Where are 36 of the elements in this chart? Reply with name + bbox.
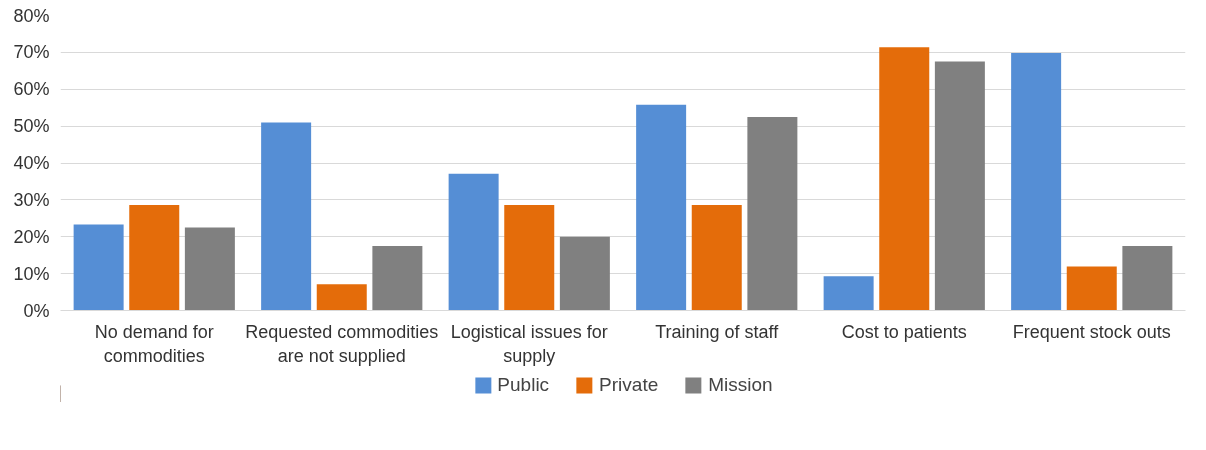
bar <box>823 276 874 311</box>
bar <box>934 61 985 311</box>
legend-label: Mission <box>708 374 773 396</box>
bar <box>448 173 499 311</box>
x-tick-label: Frequent stock outs <box>1012 321 1171 342</box>
legend-label: Public <box>497 374 550 396</box>
bar <box>129 205 180 311</box>
bar <box>184 227 235 311</box>
bar <box>316 284 367 311</box>
bar <box>879 47 930 311</box>
y-tick-label: 40% <box>13 153 50 173</box>
bar <box>1122 245 1173 311</box>
bar <box>636 104 687 311</box>
y-tick-label: 10% <box>13 263 50 284</box>
bar <box>747 116 798 311</box>
y-tick-label: 30% <box>13 189 50 210</box>
x-tick-label: Requested commodities are not supplied <box>245 321 439 366</box>
x-tick-label: No demand for commodities <box>94 321 214 366</box>
y-tick-label: 60% <box>13 79 50 100</box>
y-tick-label: 50% <box>13 116 50 137</box>
bar <box>559 236 610 311</box>
bar <box>504 205 555 311</box>
y-tick-label: 20% <box>13 226 50 247</box>
bar <box>1066 266 1117 311</box>
y-tick-label: 80% <box>13 5 50 26</box>
bar <box>1011 53 1062 311</box>
x-tick-label: Training of staff <box>655 321 780 342</box>
x-tick-label: Logistical issues for supply <box>450 321 608 366</box>
bar <box>261 122 312 311</box>
bar <box>691 205 742 311</box>
legend-label: Private <box>599 374 659 396</box>
y-tick-label: 0% <box>23 300 50 321</box>
bar <box>372 245 423 311</box>
x-tick-label: Cost to patients <box>841 321 967 342</box>
bar <box>73 224 124 311</box>
y-tick-label: 70% <box>13 42 50 63</box>
